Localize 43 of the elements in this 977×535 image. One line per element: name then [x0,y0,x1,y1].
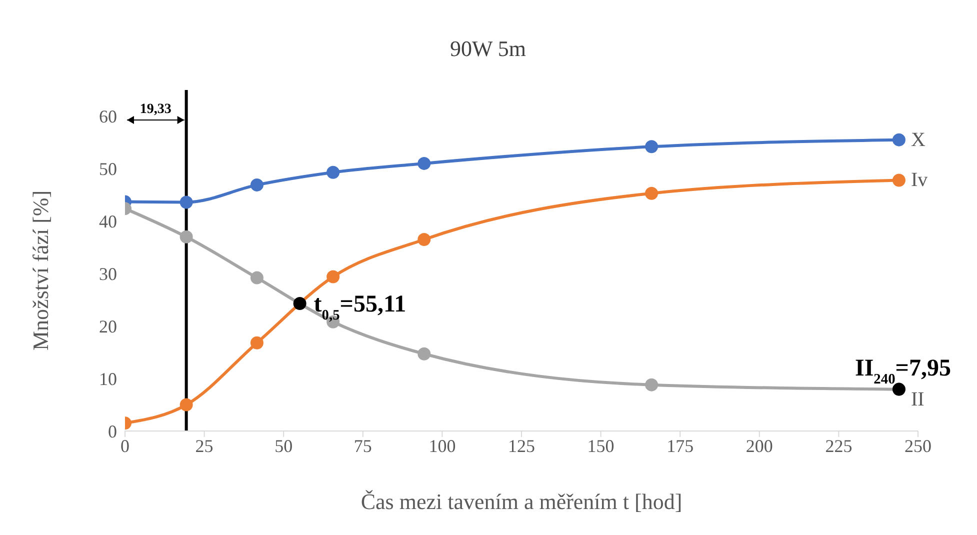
y-tick-label: 50 [99,159,117,180]
x-tick-label: 150 [587,436,614,456]
x-tick-label: 75 [354,436,372,456]
x-tick-label: 250 [904,436,932,456]
ref-line-label: 19,33 [140,102,172,117]
point [645,140,658,154]
annotation: II$_{240}$=7,95 [855,355,951,388]
x-tick-label: 225 [825,436,852,456]
x-tick-label: 200 [746,436,773,456]
point [892,133,906,146]
point [180,398,193,412]
series-label: II [910,388,924,410]
point [326,270,340,284]
series-label: Iv [910,169,928,192]
x-tick-label: 50 [274,436,293,456]
y-tick-label: 10 [99,368,117,389]
point [250,271,264,284]
point [250,178,264,192]
chart-title: 90W 5m [449,36,527,62]
x-tick-label: 175 [666,436,694,456]
point [326,166,340,179]
point [645,186,658,200]
point [645,378,658,392]
x-tick-label: 0 [120,436,130,456]
y-tick-label: 30 [99,264,117,284]
x-axis-title: Čas mezi tavením a měřením t [hod] [360,489,682,514]
annotation: t$_{0,5}$=55,11 [314,292,406,324]
x-tick-label: 100 [428,436,456,456]
point [180,230,193,244]
y-tick-label: 20 [99,316,117,336]
point [418,347,431,360]
point [418,156,431,170]
point [250,336,264,350]
y-axis-title: Množství fází [%] [28,190,53,350]
y-tick-label: 60 [99,106,117,127]
point [892,174,906,187]
series-label: X [910,128,926,151]
y-tick-label: 0 [108,421,117,442]
x-tick-label: 25 [195,436,214,456]
point [180,196,193,209]
y-tick-label: 40 [99,212,117,232]
x-tick-label: 125 [508,436,535,456]
point [418,233,431,246]
